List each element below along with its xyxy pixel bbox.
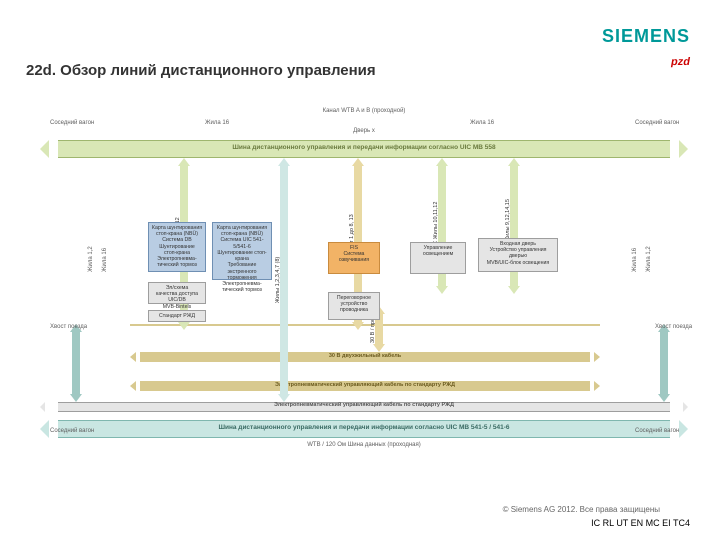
neighbor-left-top: Соседний вагон: [50, 120, 94, 126]
box-6: Управлениеосвещением: [410, 242, 466, 274]
footer-copyright: © Siemens AG 2012. Все права защищены: [503, 505, 660, 514]
band-30v: 30 В двухжильный кабель: [130, 352, 600, 362]
vlabel-r2: Жила 1,2: [646, 246, 652, 272]
annot-top-center: Дверь х: [40, 128, 688, 134]
neighbor-left-bot: Соседний вагон: [50, 428, 94, 434]
annot-top-right: Жила 16: [470, 120, 494, 126]
bus-bus2: Электропневматический управляющий кабель…: [40, 402, 688, 412]
box-0: Карта шунтированиястоп-крана (NBÜ)Систем…: [148, 222, 206, 272]
page-title: 22d. Обзор линий дистанционного управлен…: [26, 62, 376, 79]
neighbor-right-bot: Соседний вагон: [635, 428, 679, 434]
annot-top-1: Канал WTB A и B (проходной): [40, 108, 688, 114]
band-ep: Электропневматический управляющий кабель…: [130, 381, 600, 391]
bus-bus3: Шина дистанционного управления и передач…: [40, 420, 688, 438]
box-2: Эл/схемакачества доступаUIC/DBMVB-Bintel…: [148, 282, 206, 304]
vlabel-l2: Жила 16: [102, 248, 108, 272]
bus-bus1: Шина дистанционного управления и передач…: [40, 140, 688, 158]
box-7: Входная дверьУстройство управлениядверью…: [478, 238, 558, 272]
vlabel-l1: Жила 1,2: [88, 246, 94, 272]
varrow-7: [70, 324, 82, 402]
annot-top-left: Жила 16: [205, 120, 229, 126]
tail-left: Хвост поезда: [50, 324, 87, 330]
box-4: FISСистемаозвучивания: [328, 242, 380, 274]
neighbor-right-top: Соседний вагон: [635, 120, 679, 126]
mid-hline: [130, 324, 600, 326]
box-1: Карта шунтированиястоп-крана (NBÜ)Систем…: [212, 222, 272, 280]
vlabel-r1: Жила 16: [632, 248, 638, 272]
varrow-1: Жилы 1,2,3,4,7 (8): [278, 158, 290, 402]
diagram-canvas: Канал WTB A и B (проходной) Жила 16 Дверь …: [40, 92, 688, 466]
varrow-6: [658, 324, 670, 402]
varrow-5: UIC Жилы 9,12,14,15: [508, 158, 520, 294]
tail-right: Хвост поезда: [655, 324, 692, 330]
rzd-logo: pzd: [670, 56, 691, 68]
annot-below-bus3: WTB / 120 Ом Шина данных (проходная): [40, 442, 688, 448]
siemens-logo: SIEMENS: [602, 26, 690, 47]
box-5: Переговорноеустройствопроводника: [328, 292, 380, 320]
box-3: Стандарт РЖД: [148, 310, 206, 322]
footer-dept: IC RL UT EN MC EI TC4: [591, 518, 690, 528]
